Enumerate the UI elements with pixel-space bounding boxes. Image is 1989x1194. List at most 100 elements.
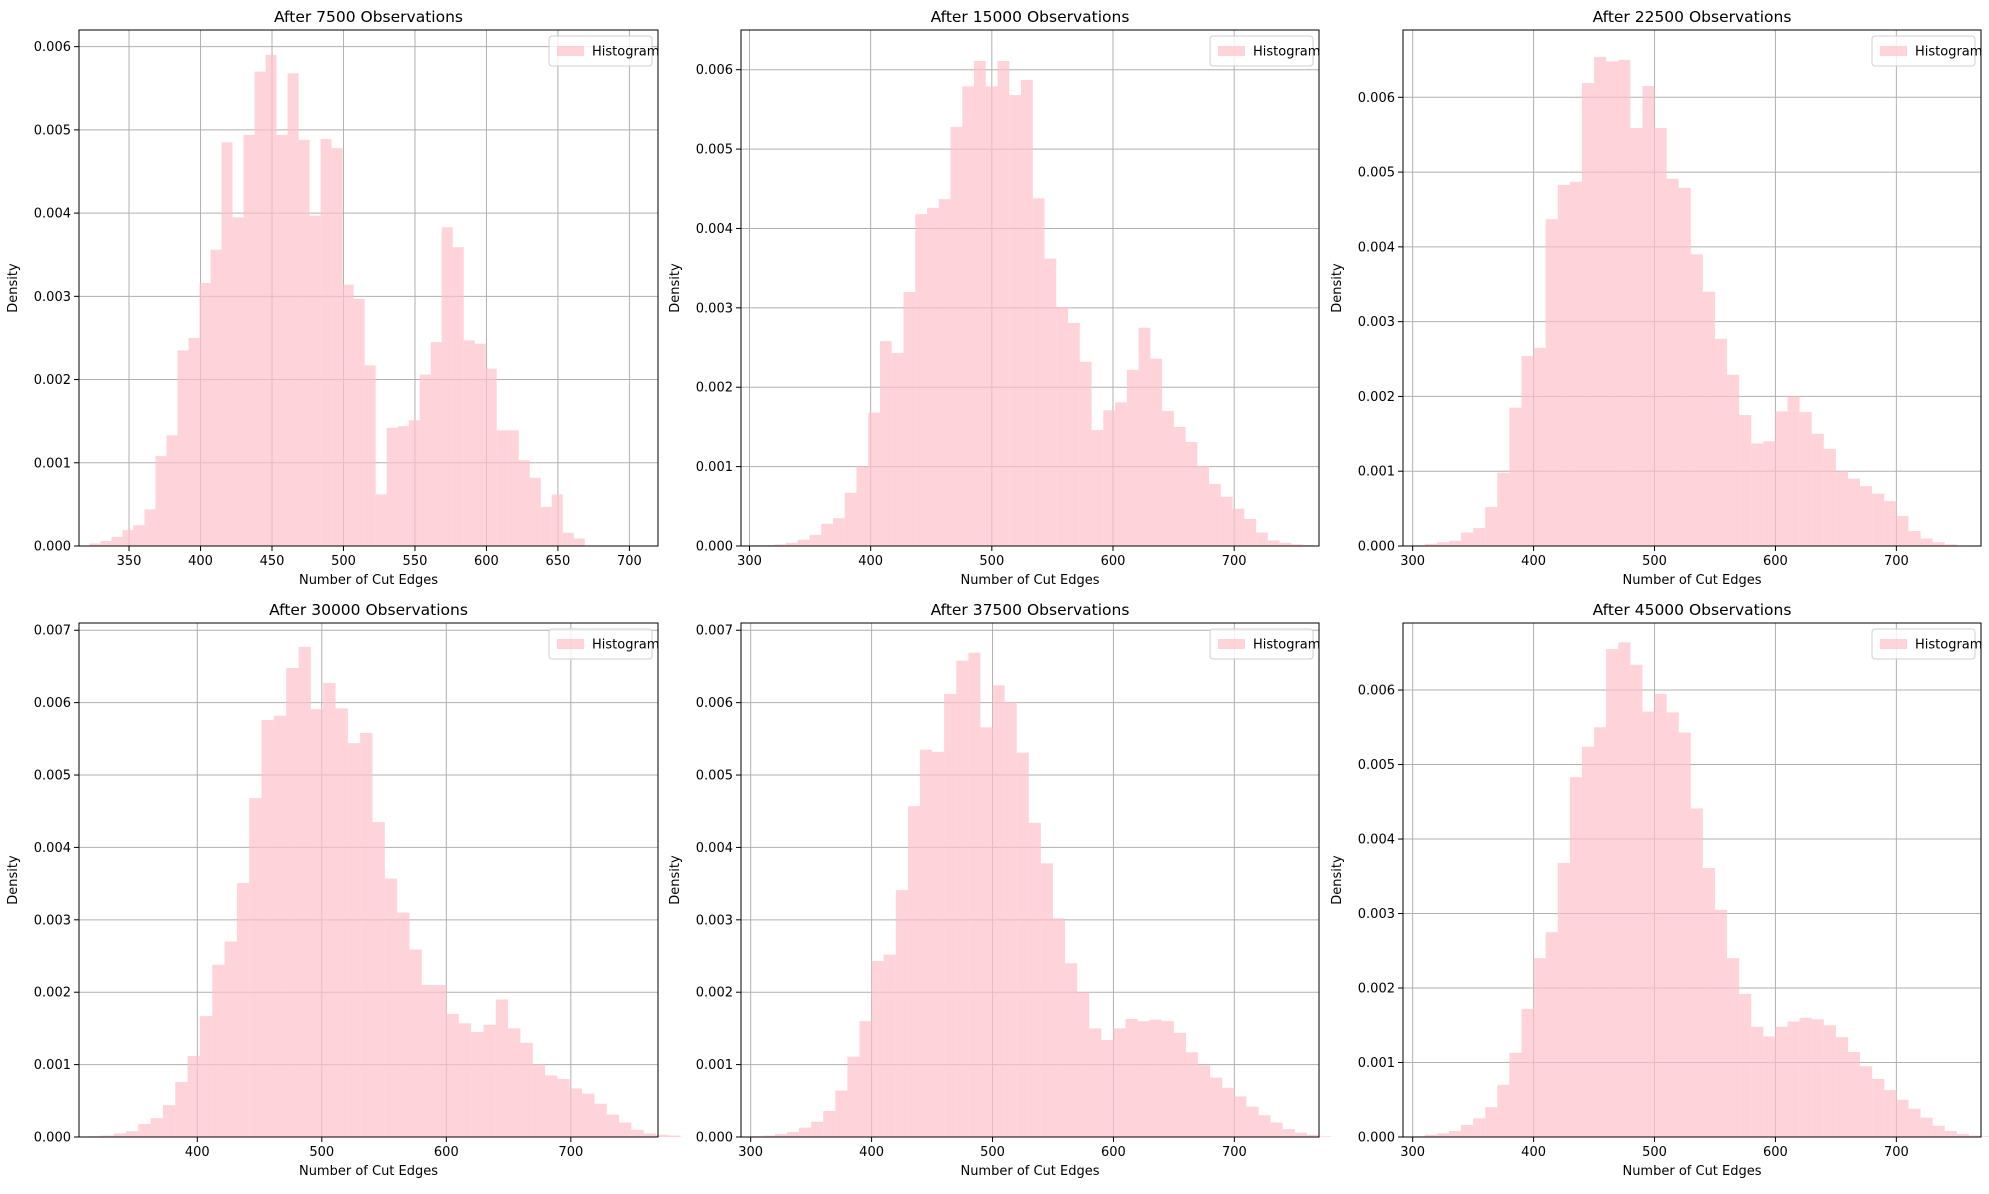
histogram-bar bbox=[985, 86, 998, 547]
legend-box bbox=[548, 35, 653, 67]
legend: Histogram bbox=[1871, 628, 1982, 660]
legend-box bbox=[1871, 628, 1976, 660]
histogram-bar bbox=[1056, 307, 1069, 546]
histogram-bars bbox=[750, 652, 1332, 1137]
histogram-bar bbox=[1702, 868, 1715, 1137]
x-tick-label: 700 bbox=[1884, 1145, 1909, 1160]
histogram-bar bbox=[631, 1129, 644, 1137]
histogram-bar bbox=[342, 284, 354, 546]
histogram-bar bbox=[331, 148, 343, 546]
histogram-bar bbox=[1103, 410, 1116, 546]
histogram-bar bbox=[1149, 1019, 1162, 1137]
histogram-bar bbox=[1044, 258, 1057, 546]
histogram-bar bbox=[1162, 411, 1174, 546]
histogram-bar bbox=[446, 1013, 459, 1137]
x-tick-label: 300 bbox=[738, 1145, 763, 1160]
histogram-bar bbox=[562, 532, 574, 546]
x-tick-label: 600 bbox=[434, 1145, 459, 1160]
y-tick-label: 0.001 bbox=[696, 460, 733, 475]
histogram-bar bbox=[249, 798, 262, 1137]
x-tick-label: 700 bbox=[1222, 554, 1247, 569]
histogram-bar bbox=[871, 961, 884, 1137]
y-tick-label: 0.006 bbox=[696, 696, 733, 711]
histogram-bar bbox=[1944, 1131, 1957, 1137]
subplot-1: 350 400 450 500 550 600 650 700 0.000 0.001 0.002 0… bbox=[6, 8, 659, 588]
histogram-bar bbox=[1594, 727, 1607, 1137]
histogram-bar bbox=[1654, 693, 1667, 1137]
histogram-bar bbox=[1932, 542, 1945, 546]
histogram-bar bbox=[1787, 1021, 1800, 1137]
histogram-bar bbox=[286, 667, 299, 1137]
histogram-bar bbox=[1678, 732, 1691, 1137]
x-axis-label: Number of Cut Edges bbox=[299, 573, 438, 588]
histogram-bar bbox=[1065, 963, 1078, 1137]
legend-label: Histogram bbox=[592, 45, 659, 60]
histogram-bars bbox=[1412, 56, 1957, 547]
subplot-4: 400 500 600 700 0.000 0.001 0.002 0.003 0.004 0.0… bbox=[6, 601, 681, 1179]
histogram-bar bbox=[1739, 993, 1752, 1137]
y-tick-label: 0.005 bbox=[34, 769, 71, 784]
histogram-bar bbox=[1021, 80, 1033, 547]
subplot-title: After 15000 Observations bbox=[931, 8, 1130, 26]
histogram-bar bbox=[1282, 1129, 1295, 1137]
x-tick-label: 600 bbox=[1763, 554, 1788, 569]
histogram-bar bbox=[430, 342, 442, 546]
y-tick-label: 0.003 bbox=[696, 301, 733, 316]
histogram-bar bbox=[1932, 1125, 1945, 1137]
x-tick-label: 700 bbox=[558, 1145, 583, 1160]
histogram-bar bbox=[903, 291, 916, 546]
histogram-bar bbox=[298, 646, 311, 1137]
histogram-bar bbox=[1052, 918, 1066, 1137]
histogram-bar bbox=[100, 541, 112, 546]
histogram-bar bbox=[1618, 642, 1631, 1137]
y-axis-label: Density bbox=[668, 263, 683, 313]
histogram-bar bbox=[166, 435, 178, 546]
histogram-bar bbox=[144, 509, 156, 546]
histogram-bar bbox=[879, 341, 892, 546]
histogram-bar bbox=[1823, 1025, 1836, 1137]
x-tick-label: 400 bbox=[859, 1145, 884, 1160]
histogram-bar bbox=[1161, 1021, 1174, 1137]
y-axis-label: Density bbox=[1330, 263, 1345, 313]
histogram-bar bbox=[1113, 1028, 1126, 1137]
legend: Histogram bbox=[1209, 628, 1320, 660]
histogram-bar bbox=[1509, 1052, 1522, 1137]
histogram-bar bbox=[891, 353, 904, 546]
histogram-bar bbox=[1823, 448, 1836, 546]
legend-label: Histogram bbox=[1253, 45, 1320, 60]
y-axis-label: Density bbox=[1330, 855, 1345, 905]
histogram-bars bbox=[88, 646, 681, 1137]
histogram-bar bbox=[485, 368, 497, 546]
subplot-title: After 22500 Observations bbox=[1593, 8, 1792, 26]
histogram-bar bbox=[1533, 958, 1546, 1137]
y-tick-label: 0.001 bbox=[696, 1058, 733, 1073]
histogram-bar bbox=[310, 709, 324, 1137]
histogram-bars bbox=[1412, 642, 1989, 1137]
y-tick-label: 0.005 bbox=[34, 123, 71, 138]
histogram-bar bbox=[273, 715, 287, 1137]
histogram-bar bbox=[133, 525, 145, 546]
histogram-bar bbox=[1727, 958, 1740, 1137]
histogram-bar bbox=[199, 283, 211, 546]
histogram-bar bbox=[1246, 1106, 1259, 1137]
x-tick-label: 400 bbox=[1521, 1145, 1546, 1160]
axes-frame bbox=[78, 622, 659, 1138]
histogram-bar bbox=[1077, 992, 1090, 1137]
histogram-bar bbox=[1448, 1131, 1462, 1137]
histogram-bar bbox=[1569, 777, 1582, 1137]
legend: Histogram bbox=[548, 628, 659, 660]
histogram-bar bbox=[944, 693, 957, 1137]
histogram-bar bbox=[774, 1134, 787, 1137]
histogram-bar bbox=[1016, 752, 1029, 1137]
x-tick-label: 300 bbox=[1400, 554, 1425, 569]
histogram-bar bbox=[1763, 1036, 1776, 1137]
x-tick-label: 700 bbox=[617, 554, 642, 569]
histogram-bar bbox=[1835, 1037, 1848, 1137]
legend: Histogram bbox=[548, 35, 659, 67]
histogram-bar bbox=[353, 298, 365, 546]
legend-swatch bbox=[557, 639, 584, 649]
subplot-title: After 45000 Observations bbox=[1593, 601, 1792, 619]
y-tick-label: 0.002 bbox=[696, 986, 733, 1001]
legend-label: Histogram bbox=[592, 638, 659, 653]
